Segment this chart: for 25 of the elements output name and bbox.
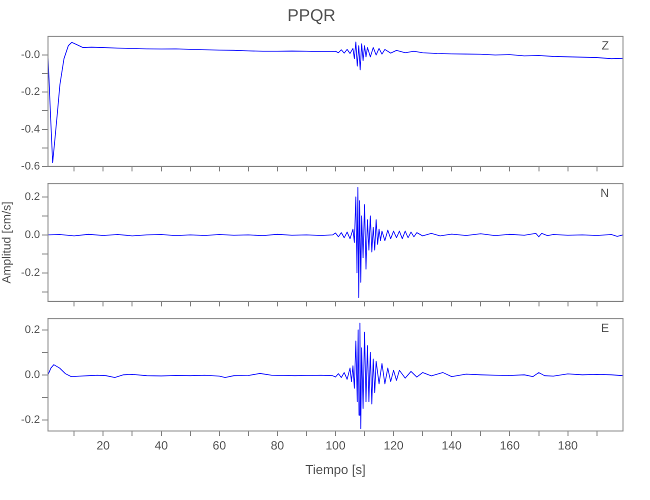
x-tick-label: 100 <box>325 438 346 453</box>
annotation: N <box>600 186 609 200</box>
y-axis-title: Amplitud [cm/s] <box>0 201 14 284</box>
y-tick-label: 0.2 <box>24 190 40 203</box>
y-tick-label: -0.0 <box>21 49 40 62</box>
y-tick-label: 0.0 <box>24 228 40 241</box>
y-tick-label: -0.2 <box>21 86 40 98</box>
x-tick-label: 140 <box>442 438 462 453</box>
annotation: E <box>600 320 609 335</box>
x-tick-label: 80 <box>270 438 284 453</box>
x-tick-label: 60 <box>212 438 226 453</box>
y-tick-label: -0.4 <box>21 123 40 136</box>
y-tick-label: 0.2 <box>24 324 40 336</box>
y-tick-label: -0.2 <box>21 414 40 426</box>
chart-title: PPQR <box>287 6 336 25</box>
x-tick-label: 120 <box>384 438 404 453</box>
y-tick-label: 0.0 <box>24 368 40 381</box>
x-tick-label: 40 <box>154 438 168 453</box>
x-tick-label: 160 <box>500 438 520 453</box>
x-tick-label: 20 <box>96 438 110 453</box>
y-tick-label: -0.2 <box>21 266 40 279</box>
y-tick-label: -0.6 <box>21 160 40 172</box>
annotation: Z <box>602 38 609 53</box>
x-axis-title: Tiempo [s] <box>305 462 366 477</box>
x-tick-label: 180 <box>558 438 578 453</box>
